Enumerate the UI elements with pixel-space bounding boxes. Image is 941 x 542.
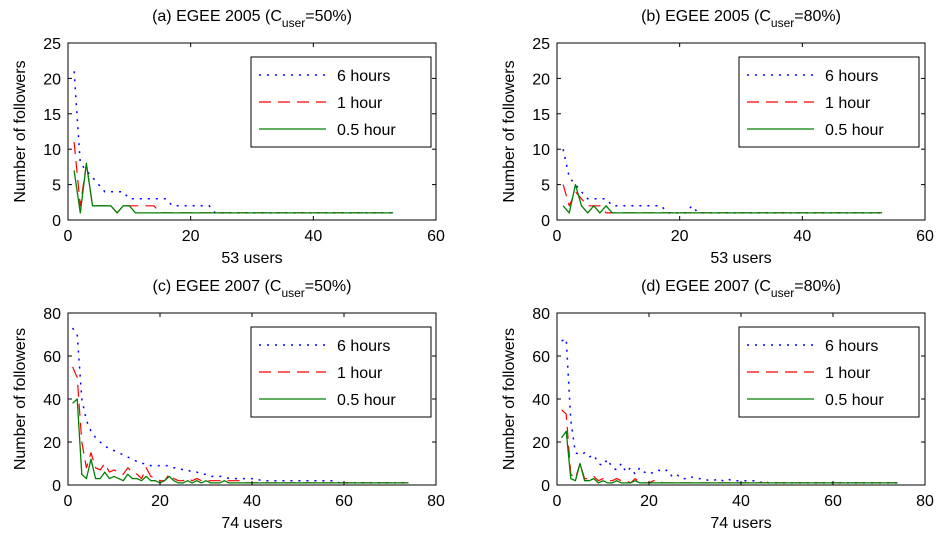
x-axis-label: 74 users — [710, 515, 771, 532]
y-tick-label: 10 — [532, 142, 550, 159]
y-tick-label: 60 — [43, 349, 61, 366]
title-main: (d) EGEE 2007 (C — [641, 278, 771, 295]
legend-label-1: 6 hours — [337, 338, 390, 355]
y-axis-label: Number of followers — [501, 60, 518, 202]
y-tick-label: 20 — [43, 71, 61, 88]
axes-box — [67, 42, 437, 221]
x-tick-label: 80 — [427, 493, 445, 510]
x-tick-label: 20 — [182, 228, 200, 245]
y-tick-label: 80 — [43, 306, 61, 323]
title-tail: =50%) — [305, 8, 352, 25]
y-axis-label: Number of followers — [12, 328, 29, 470]
series-line-2 — [73, 142, 394, 214]
x-tick-label: 20 — [640, 493, 658, 510]
chart-title: (c) EGEE 2007 (Cuser=50%) — [153, 278, 352, 300]
x-tick-label: 0 — [553, 228, 562, 245]
y-tick-label: 0 — [52, 213, 61, 230]
y-tick-label: 20 — [43, 435, 61, 452]
legend-label-1: 6 hours — [825, 68, 878, 85]
series-line-1 — [562, 149, 883, 214]
title-subscript: user — [282, 16, 305, 30]
title-tail: =80%) — [794, 8, 841, 25]
chart-title: (d) EGEE 2007 (Cuser=80%) — [641, 278, 841, 300]
y-tick-label: 0 — [541, 213, 550, 230]
legend: 6 hours 1 hour 0.5 hour — [250, 326, 432, 418]
y-tick-label: 0 — [52, 478, 61, 495]
title-tail: =80%) — [794, 278, 841, 295]
legend: 6 hours 1 hour 0.5 hour — [250, 56, 432, 148]
title-main: (b) EGEE 2005 (C — [641, 8, 771, 25]
x-tick-label: 0 — [64, 493, 73, 510]
legend-label-2: 1 hour — [337, 365, 383, 382]
series-line-2 — [562, 184, 883, 214]
legend-label-1: 6 hours — [337, 68, 390, 85]
chart-panel-2: 0 20 40 60 0 5 10 15 20 25 (b) EGEE 2005 (Cuser=80… — [501, 8, 934, 267]
title-subscript: user — [771, 286, 794, 300]
chart-title: (b) EGEE 2005 (Cuser=80%) — [641, 8, 841, 30]
y-tick-label: 40 — [43, 392, 61, 409]
series-line-3 — [72, 398, 409, 484]
x-tick-label: 20 — [151, 493, 169, 510]
chart-panel-3: 0 20 40 60 80 0 20 40 60 80 (c) EGEE 2007 (Cuser=5… — [12, 278, 445, 532]
y-tick-label: 40 — [532, 392, 550, 409]
legend-label-3: 0.5 hour — [337, 392, 396, 409]
legend-label-2: 1 hour — [337, 95, 383, 112]
legend-label-2: 1 hour — [825, 365, 871, 382]
y-tick-label: 0 — [541, 478, 550, 495]
title-tail: =50%) — [305, 278, 352, 295]
chart-panel-1: 0 20 40 60 0 5 10 15 20 25 (a) EGEE 2005 (Cuser=50… — [12, 8, 445, 267]
x-tick-label: 0 — [64, 228, 73, 245]
x-tick-label: 0 — [553, 493, 562, 510]
legend-label-3: 0.5 hour — [825, 122, 884, 139]
y-tick-label: 20 — [532, 435, 550, 452]
title-subscript: user — [771, 16, 794, 30]
y-axis-label: Number of followers — [12, 60, 29, 202]
x-tick-label: 60 — [824, 493, 842, 510]
y-tick-label: 80 — [532, 306, 550, 323]
title-main: (c) EGEE 2007 (C — [153, 278, 282, 295]
x-tick-label: 60 — [427, 228, 445, 245]
y-tick-label: 10 — [43, 142, 61, 159]
x-axis-label: 53 users — [710, 250, 771, 267]
title-subscript: user — [281, 286, 304, 300]
axes-box — [556, 42, 926, 221]
y-tick-label: 5 — [52, 178, 61, 195]
y-tick-label: 5 — [541, 178, 550, 195]
x-tick-label: 60 — [335, 493, 353, 510]
y-axis-label: Number of followers — [501, 328, 518, 470]
legend: 6 hours 1 hour 0.5 hour — [738, 56, 920, 148]
x-tick-label: 40 — [732, 493, 750, 510]
series-line-2 — [561, 409, 898, 484]
chart-panel-4: 0 20 40 60 80 0 20 40 60 80 (d) EGEE 2007 (Cuser=8… — [501, 278, 934, 532]
y-tick-label: 15 — [532, 107, 550, 124]
legend: 6 hours 1 hour 0.5 hour — [738, 326, 920, 418]
y-tick-label: 25 — [532, 36, 550, 53]
x-axis-label: 53 users — [221, 250, 282, 267]
y-tick-label: 25 — [43, 36, 61, 53]
legend-label-3: 0.5 hour — [825, 392, 884, 409]
chart-title: (a) EGEE 2005 (Cuser=50%) — [152, 8, 352, 30]
legend-label-2: 1 hour — [825, 95, 871, 112]
series-line-3 — [562, 183, 883, 214]
series-line-1 — [561, 338, 898, 484]
x-axis-label: 74 users — [221, 515, 282, 532]
legend-label-3: 0.5 hour — [337, 122, 396, 139]
x-tick-label: 40 — [243, 493, 261, 510]
series-line-3 — [73, 162, 394, 214]
legend-label-1: 6 hours — [825, 338, 878, 355]
x-tick-label: 40 — [793, 228, 811, 245]
x-tick-label: 80 — [916, 493, 934, 510]
series-line-1 — [71, 327, 409, 484]
y-tick-label: 20 — [532, 71, 550, 88]
x-tick-label: 40 — [304, 228, 322, 245]
x-tick-label: 60 — [916, 228, 934, 245]
series-line-3 — [561, 430, 898, 484]
y-tick-label: 15 — [43, 107, 61, 124]
x-tick-label: 20 — [671, 228, 689, 245]
title-main: (a) EGEE 2005 (C — [152, 8, 282, 25]
y-tick-label: 60 — [532, 349, 550, 366]
